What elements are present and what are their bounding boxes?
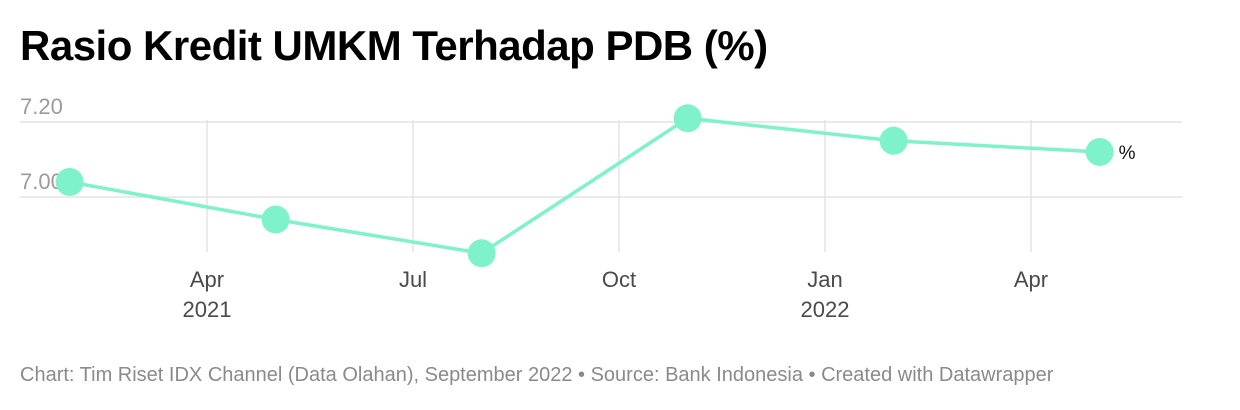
data-point [1085, 138, 1114, 166]
x-tick-label: Apr [190, 267, 224, 292]
data-point [55, 168, 84, 196]
x-tick-label: Apr [1014, 267, 1048, 292]
value-suffix-label: % [1119, 143, 1136, 164]
chart-title: Rasio Kredit UMKM Terhadap PDB (%) [20, 22, 768, 69]
x-tick-label: Jul [399, 267, 427, 292]
series: % [55, 104, 1136, 268]
y-tick-label: 7.20 [20, 94, 63, 119]
data-point [879, 126, 908, 155]
chart-footer: Chart: Tim Riset IDX Channel (Data Olaha… [20, 364, 1054, 386]
data-point [673, 104, 702, 133]
x-tick-year-label: 2021 [183, 297, 232, 322]
x-tick-year-label: 2022 [801, 297, 850, 322]
data-point [467, 239, 496, 268]
data-point [261, 205, 290, 234]
series-line [67, 116, 1102, 255]
x-tick-label: Oct [602, 267, 636, 292]
gridlines [20, 120, 1182, 252]
x-tick-label: Jan [807, 267, 842, 292]
